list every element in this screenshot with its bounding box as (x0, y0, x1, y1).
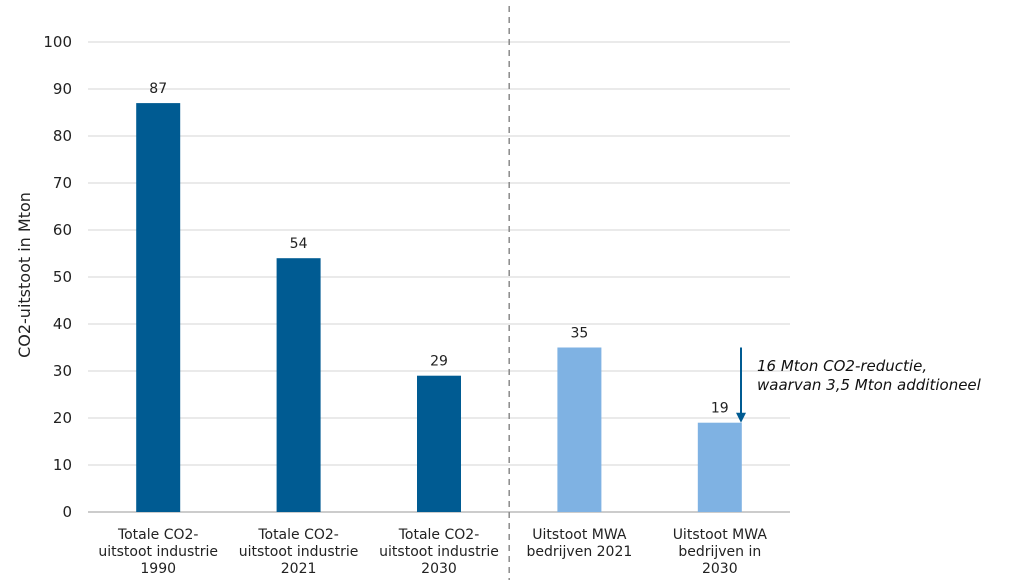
bar (276, 258, 321, 512)
y-tick-label: 30 (53, 362, 72, 380)
gridlines (88, 41, 790, 513)
x-category-label: Totale CO2-uitstoot industrie 1990 (98, 527, 218, 577)
y-tick-label: 10 (53, 456, 72, 474)
bar (136, 103, 181, 512)
annotation-text: 16 Mton CO2-reductie, waarvan 3,5 Mton ad… (757, 357, 982, 394)
y-tick-label: 70 (53, 174, 72, 192)
y-tick-label: 40 (53, 315, 72, 333)
y-axis-title: CO2-uitstoot in Mton (15, 192, 34, 358)
x-category-label: Uitstoot MWA bedrijven in 2030 (673, 527, 768, 577)
reduction-annotation: 16 Mton CO2-reductie, waarvan 3,5 Mton ad… (736, 347, 982, 423)
y-axis-ticks: 0 10 20 30 40 50 60 70 80 90 100 (43, 33, 72, 521)
category-labels: Totale CO2-uitstoot industrie 1990 Totale … (98, 527, 767, 577)
x-category-label: Totale CO2-uitstoot industrie 2021 (239, 527, 359, 577)
arrow-head-icon (736, 412, 746, 423)
bar (557, 347, 602, 512)
data-label: 87 (149, 81, 167, 97)
y-tick-label: 0 (62, 503, 72, 521)
y-tick-label: 50 (53, 268, 72, 286)
bar (697, 422, 742, 512)
y-tick-label: 20 (53, 409, 72, 427)
x-category-label: Totale CO2-uitstoot industrie 2030 (379, 527, 499, 577)
data-label: 19 (711, 401, 729, 417)
bars (136, 103, 742, 512)
data-labels: 87 54 29 35 19 (149, 81, 728, 417)
x-category-label: Uitstoot MWA bedrijven 2021 (527, 527, 633, 560)
y-tick-label: 100 (43, 33, 72, 51)
y-tick-label: 80 (53, 127, 72, 145)
data-label: 54 (290, 236, 308, 252)
y-tick-label: 90 (53, 80, 72, 98)
bar (417, 375, 461, 512)
y-tick-label: 60 (53, 221, 72, 239)
data-label: 35 (570, 326, 588, 342)
data-label: 29 (430, 354, 448, 370)
